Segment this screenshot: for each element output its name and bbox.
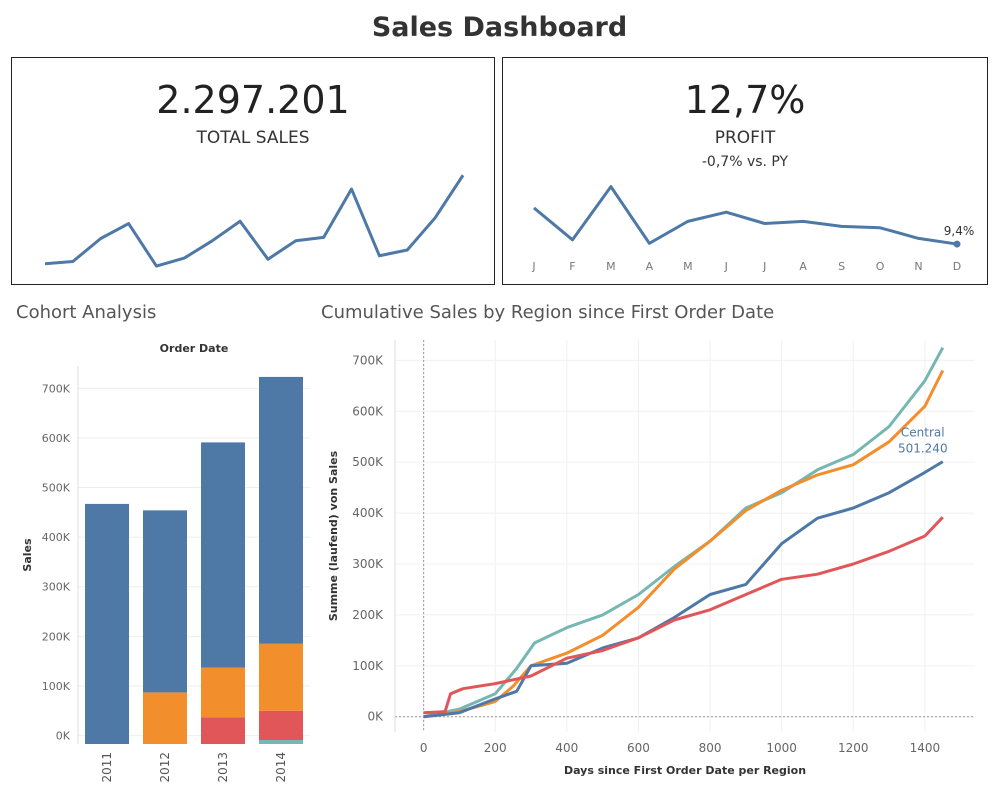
cumu-ytick-label: 200K <box>352 608 384 622</box>
cohort-xtick-label: 2013 <box>216 752 230 783</box>
dashboard-title: Sales Dashboard <box>371 12 628 43</box>
cohort-ytick-label: 100K <box>42 680 71 693</box>
cumu-xtick-label: 800 <box>699 741 722 755</box>
cumulative-sales-chart[interactable]: 0 200 400 600 800 1000 1200 1400 0K 100K 200K 300K 4… <box>315 330 999 795</box>
cohort-bar-chart[interactable]: 0K 100K 200K 300K 400K 500K 600K 700K Order Date… <box>0 330 312 795</box>
cohort-bar-segment <box>259 643 303 711</box>
cohort-bar-segment <box>259 740 303 744</box>
month-tick-label: J <box>531 260 535 273</box>
cumu-annotation-label: Central <box>901 426 945 440</box>
cohort-ytick-label: 0K <box>56 730 71 743</box>
month-tick-label: S <box>838 260 845 273</box>
total-sales-card[interactable]: 2.297.201 TOTAL SALES <box>11 57 495 285</box>
total-sales-sparkline[interactable] <box>12 58 496 286</box>
total-sales-label: TOTAL SALES <box>196 128 310 148</box>
cohort-xtick-label: 2011 <box>100 752 114 783</box>
cohort-xtick-label: 2014 <box>274 752 288 783</box>
cohort-ylabel: Sales <box>21 538 34 572</box>
cumu-xtick-label: 1400 <box>910 741 941 755</box>
cumulative-title: Cumulative Sales by Region since First O… <box>321 302 775 323</box>
cohort-bar-segment <box>259 376 303 644</box>
profit-value: 12,7% <box>684 78 806 122</box>
cohort-ytick-label: 400K <box>42 531 71 544</box>
month-tick-label: O <box>876 260 885 273</box>
cumu-series-line <box>423 369 945 719</box>
cohort-title: Cohort Analysis <box>16 302 157 323</box>
cumu-ytick-label: 300K <box>352 557 384 571</box>
cohort-top-label: Order Date <box>160 342 229 355</box>
cohort-bar-segment <box>201 667 245 718</box>
cumu-xtick-label: 200 <box>484 741 507 755</box>
cohort-bar-segment <box>85 503 129 744</box>
month-tick-label: J <box>724 260 728 273</box>
cumu-xtick-label: 0 <box>420 741 428 755</box>
cumu-ytick-label: 400K <box>352 506 384 520</box>
month-tick-label: D <box>953 260 961 273</box>
cohort-bar-segment <box>143 510 187 693</box>
cumu-ylabel: Summe (laufend) von Sales <box>327 450 340 621</box>
cumu-series-line <box>423 346 945 719</box>
cohort-ytick-label: 500K <box>42 482 71 495</box>
cohort-bar-segment <box>201 717 245 744</box>
profit-vs-py: -0,7% vs. PY <box>701 154 789 170</box>
cumu-ytick-label: 700K <box>352 353 384 367</box>
cohort-ytick-label: 300K <box>42 581 71 594</box>
profit-label: PROFIT <box>714 128 776 148</box>
cohort-ytick-label: 700K <box>42 382 71 395</box>
profit-last-label: 9,4% <box>944 224 975 238</box>
cumu-xtick-label: 1000 <box>766 741 797 755</box>
cumu-ytick-label: 100K <box>352 659 384 673</box>
cohort-ytick-label: 200K <box>42 630 71 643</box>
cohort-xtick-label: 2012 <box>158 752 172 783</box>
month-tick-label: J <box>762 260 766 273</box>
cumu-ytick-label: 0K <box>367 710 384 724</box>
month-tick-label: M <box>683 260 693 273</box>
profit-card[interactable]: 12,7% PROFIT -0,7% vs. PY 9,4% J F M A M J J A S O… <box>502 57 988 285</box>
cumu-xtick-label: 400 <box>555 741 578 755</box>
cumu-annotation-value: 501.240 <box>898 442 948 456</box>
cohort-bar-segment <box>201 442 245 668</box>
cumu-series-line <box>423 460 944 719</box>
cumu-xtick-label: 1200 <box>838 741 869 755</box>
month-tick-label: A <box>646 260 654 273</box>
cumu-xlabel: Days since First Order Date per Region <box>564 764 806 777</box>
month-tick-label: M <box>606 260 616 273</box>
cumu-ytick-label: 500K <box>352 455 384 469</box>
cumu-series-line <box>423 516 944 715</box>
cumu-ytick-label: 600K <box>352 404 384 418</box>
month-tick-label: A <box>799 260 807 273</box>
profit-last-point <box>953 240 961 248</box>
month-tick-label: N <box>914 260 922 273</box>
sales-sparkline-line <box>44 174 465 268</box>
cohort-ytick-label: 600K <box>42 432 71 445</box>
total-sales-value: 2.297.201 <box>156 78 350 122</box>
cohort-bar-segment <box>259 710 303 741</box>
cohort-bar-segment <box>143 692 187 744</box>
profit-sparkline[interactable]: 9,4% J F M A M J J A S O N D <box>503 58 989 286</box>
profit-sparkline-line <box>533 185 958 246</box>
cumu-xtick-label: 600 <box>627 741 650 755</box>
month-tick-label: F <box>569 260 575 273</box>
